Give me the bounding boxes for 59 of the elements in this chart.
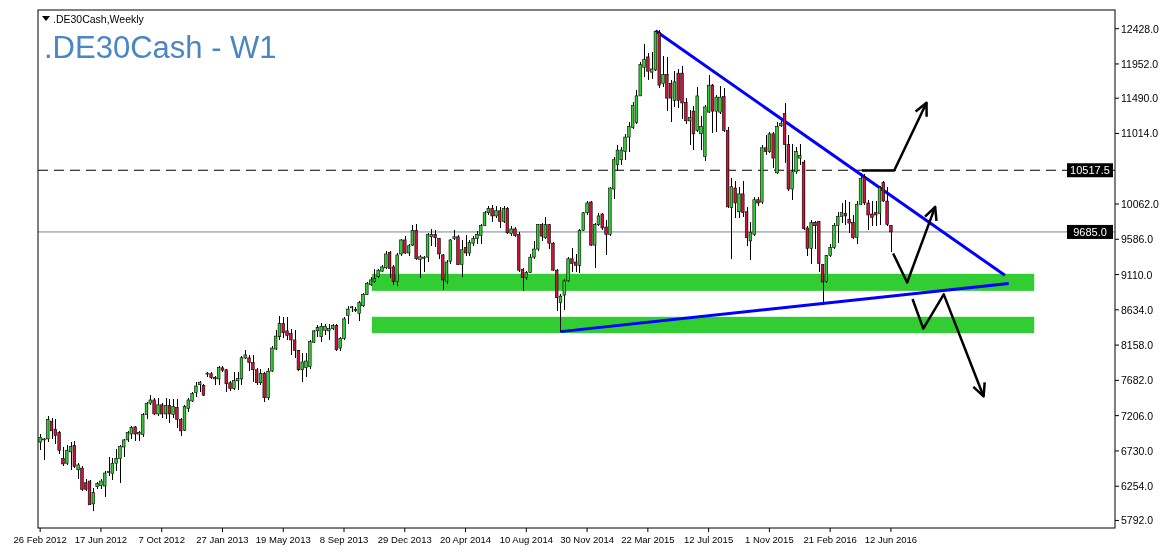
text: .DE30Cash - W1 (44, 30, 277, 65)
candlestick (425, 232, 430, 263)
y-tick-label: 11014.0 (1121, 127, 1159, 140)
ref-line-label: 9685.0 (1073, 225, 1107, 238)
candlestick (843, 199, 847, 226)
x-tick-label: 10 Aug 2014 (499, 534, 553, 545)
candlestick (217, 365, 221, 387)
candlestick (300, 352, 304, 383)
candlestick (665, 56, 669, 112)
x-tick-label: 1 Nov 2015 (745, 534, 794, 545)
x-tick-label: 17 Jun 2012 (74, 534, 128, 545)
candlestick (175, 398, 179, 429)
candlestick (72, 439, 76, 469)
candlestick (171, 398, 175, 419)
y-tick-label: 12428.0 (1121, 22, 1160, 35)
candlestick (46, 415, 50, 443)
ref-line-label: 10517.5 (1070, 164, 1110, 177)
candlestick (167, 398, 171, 424)
candlestick (733, 180, 737, 219)
y-tick-label: 9110.0 (1121, 268, 1153, 281)
candlestick (285, 316, 289, 341)
candlestick (80, 465, 84, 492)
candlestick (110, 457, 114, 481)
candlestick (870, 200, 874, 227)
chart-subtitle: .DE30Cash,Weekly (53, 13, 145, 25)
candlestick (251, 353, 255, 383)
y-tick-label: 11952.0 (1121, 57, 1159, 70)
candlestick (498, 206, 502, 229)
x-tick-label: 27 Jan 2013 (196, 534, 249, 545)
y-tick-label: 10062.0 (1121, 198, 1160, 211)
x-tick-label: 20 Apr 2014 (439, 534, 492, 545)
candlestick (847, 201, 851, 234)
x-tick-label: 22 Mar 2015 (621, 534, 675, 545)
y-tick-label: 6730.0 (1121, 444, 1154, 457)
candlestick (65, 444, 69, 466)
x-tick-label: 30 Nov 2014 (560, 534, 615, 545)
x-tick-label: 29 Dec 2013 (377, 534, 432, 545)
y-tick-label: 7206.0 (1121, 409, 1154, 422)
candlestick (239, 355, 244, 387)
candlestick (319, 322, 323, 343)
x-tick-label: 8 Sep 2013 (319, 534, 369, 545)
x-tick-label: 26 Feb 2012 (13, 534, 67, 545)
candlestick (103, 470, 107, 498)
candlestick (281, 316, 285, 339)
y-tick-label: 9586.0 (1121, 233, 1154, 246)
y-tick-label: 8634.0 (1121, 303, 1154, 316)
y-tick-label: 5792.0 (1121, 514, 1154, 527)
x-tick-label: 12 Jun 2016 (864, 534, 918, 545)
x-tick-label: 12 Jul 2015 (684, 534, 734, 545)
candlestick (68, 441, 73, 471)
y-tick-label: 6254.0 (1121, 480, 1154, 493)
candlestick (61, 446, 65, 468)
candlestick (49, 417, 54, 440)
y-tick-label: 11490.0 (1121, 92, 1159, 105)
y-tick-label: 7682.0 (1121, 374, 1154, 387)
x-tick-label: 7 Oct 2012 (138, 534, 185, 545)
x-tick-label: 21 Feb 2016 (803, 534, 857, 545)
y-tick-label: 8158.0 (1121, 339, 1154, 352)
x-tick-label: 19 May 2013 (255, 534, 311, 545)
